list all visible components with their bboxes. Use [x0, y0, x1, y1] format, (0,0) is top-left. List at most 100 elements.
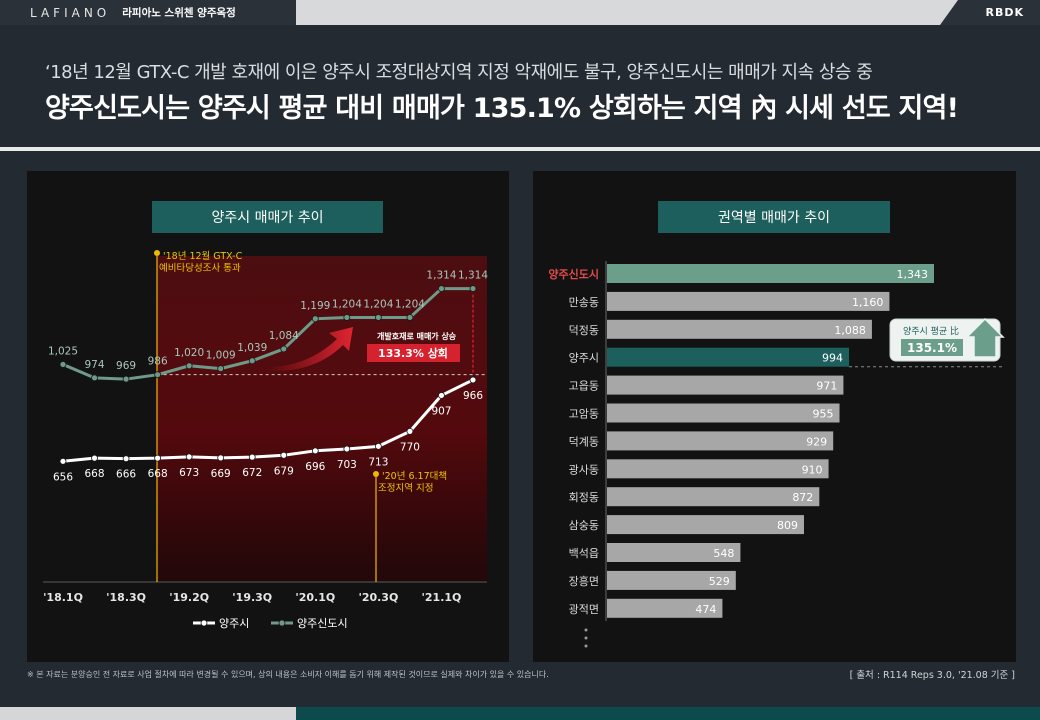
bar-value-label: 955: [813, 408, 834, 421]
sindosi-data-label: 969: [116, 360, 136, 372]
yangju-data-point: [311, 447, 319, 455]
bar-value-label: 548: [713, 547, 734, 560]
bar-value-label: 1,343: [897, 268, 929, 281]
yangju-data-label: 966: [463, 390, 483, 402]
bar-category-label: 광사동: [569, 463, 599, 476]
yangju-data-point: [122, 455, 130, 463]
yangju-data-label: 669: [211, 468, 231, 480]
header-divider: [0, 147, 1040, 151]
sindosi-data-label: 974: [85, 359, 105, 371]
legend-label: 양주신도시: [297, 617, 348, 630]
sindosi-data-point: [217, 365, 225, 373]
yangju-data-point: [280, 451, 288, 459]
yangju-data-point: [438, 392, 445, 399]
yangju-data-point: [374, 442, 382, 450]
gtx-marker-dot: [154, 250, 160, 256]
yangju-data-label: 696: [305, 461, 325, 473]
bar-category-label: 장흥면: [569, 574, 599, 588]
bar: [607, 264, 934, 283]
line-chart: '18년 12월 GTX-C 예비타당성조사 통과 '20년 6.17대책 조정…: [43, 250, 488, 630]
yangju-data-label: 703: [337, 459, 357, 471]
yangju-data-point: [217, 454, 225, 462]
sindosi-data-point: [91, 374, 98, 382]
yangju-data-point: [154, 454, 162, 462]
yangju-data-label: 672: [242, 467, 262, 479]
bar-chart-panel: 권역별 매매가 추이 1,343 양주신도시 1,160 만송동 1,088 덕정동 994…: [533, 171, 1016, 662]
sindosi-data-label: 1,039: [237, 342, 267, 354]
bottom-bar-light: [0, 707, 296, 720]
bar-chart-title: 권역별 매매가 추이: [658, 201, 890, 233]
yangju-data-point: [185, 453, 193, 461]
sindosi-data-label: 1,009: [206, 350, 236, 362]
x-tick-label: '19.2Q: [169, 591, 209, 604]
sindosi-data-label: 1,204: [363, 298, 393, 310]
bar: [607, 487, 820, 507]
legend-label: 양주시: [219, 617, 249, 630]
bar-value-label: 971: [816, 380, 837, 393]
sindosi-data-point: [185, 362, 193, 370]
avg-callout-label: 양주시 평균 比: [903, 325, 959, 337]
sindosi-data-label: 986: [148, 356, 168, 368]
sindosi-data-point: [343, 314, 351, 321]
yangju-data-label: 668: [148, 468, 168, 480]
x-tick-label: '18.1Q: [43, 591, 83, 604]
yangju-data-label: 713: [368, 456, 388, 468]
bar: [607, 570, 736, 590]
page-title: 양주신도시는 양주시 평균 대비 매매가 135.1% 상회하는 지역 內 시세…: [45, 93, 959, 124]
company-logo-box: RBDK: [940, 0, 1040, 25]
legend-marker: [278, 619, 286, 627]
sindosi-data-label: 1,314: [426, 270, 456, 282]
avg-callout-value-bg: [901, 339, 963, 356]
gtx-annotation-line2: 예비타당성조사 통과: [159, 263, 241, 274]
bar-value-label: 929: [806, 435, 827, 448]
sindosi-data-point: [59, 361, 67, 368]
bar-category-label: 백석읍: [569, 547, 599, 560]
yangju-data-label: 666: [116, 469, 136, 481]
bar-value-label: 809: [777, 519, 798, 532]
yangju-data-point: [59, 457, 67, 465]
sindosi-data-point: [374, 314, 382, 321]
brand-box: LAFIANO 라피아노 스위첸 양주옥정: [0, 0, 296, 25]
yangju-data-point: [91, 454, 98, 462]
yangju-data-label: 907: [431, 405, 451, 417]
bar-category-label: 덕정동: [569, 324, 599, 337]
arrow-annotation-text: 개발호재로 매매가 상승: [377, 331, 457, 341]
bar: [607, 515, 804, 535]
sindosi-data-label: 1,204: [332, 298, 362, 310]
line-chart-title: 양주시 매매가 추이: [152, 201, 383, 233]
sindosi-series-line: [62, 287, 473, 381]
bar-category-label: 양주시: [569, 352, 599, 365]
bar: [607, 291, 890, 311]
bar-category-label: 양주신도시: [548, 267, 599, 281]
sindosi-data-point: [406, 314, 414, 321]
sindosi-data-point: [280, 345, 288, 353]
bar-value-label: 872: [792, 491, 813, 504]
bar-value-label: 1,088: [834, 324, 866, 337]
sindosi-data-point: [438, 285, 445, 292]
sindosi-data-label: 1,314: [458, 270, 488, 282]
sindosi-data-point: [122, 375, 130, 383]
bar-category-label: 덕계동: [569, 435, 599, 448]
x-tick-label: '18.3Q: [106, 591, 146, 604]
company-logo: RBDK: [985, 6, 1024, 19]
project-name: 라피아노 스위첸 양주옥정: [122, 7, 236, 19]
yangju-data-point: [469, 376, 477, 384]
bottom-bar: [0, 707, 1040, 720]
x-tick-label: '20.3Q: [358, 591, 398, 604]
yangju-data-label: 656: [53, 471, 73, 483]
line-chart-panel: 양주시 매매가 추이 '18년 12월 GTX-C 예비타당성조사 통과 '20…: [27, 171, 509, 662]
source-note: [ 출처 : R114 Reps 3.0, '21.08 기준 ]: [849, 670, 1015, 681]
sindosi-data-point: [248, 357, 256, 365]
trend-arrow: [267, 327, 353, 372]
sindosi-data-point: [154, 371, 162, 379]
bar: [607, 347, 850, 367]
brand-logo: LAFIANO: [30, 5, 111, 20]
footnote: ※ 본 자료는 분양승인 전 자료로 사업 절차에 따라 변경될 수 있으며, …: [27, 670, 549, 679]
sindosi-data-label: 1,020: [174, 347, 204, 359]
top-bar: LAFIANO 라피아노 스위첸 양주옥정 RBDK: [0, 0, 1040, 25]
more-dot: [584, 628, 588, 632]
more-dot: [584, 636, 588, 640]
gtx-annotation-line1: '18년 12월 GTX-C: [163, 250, 243, 262]
bar: [607, 543, 741, 562]
bar: [607, 375, 844, 395]
